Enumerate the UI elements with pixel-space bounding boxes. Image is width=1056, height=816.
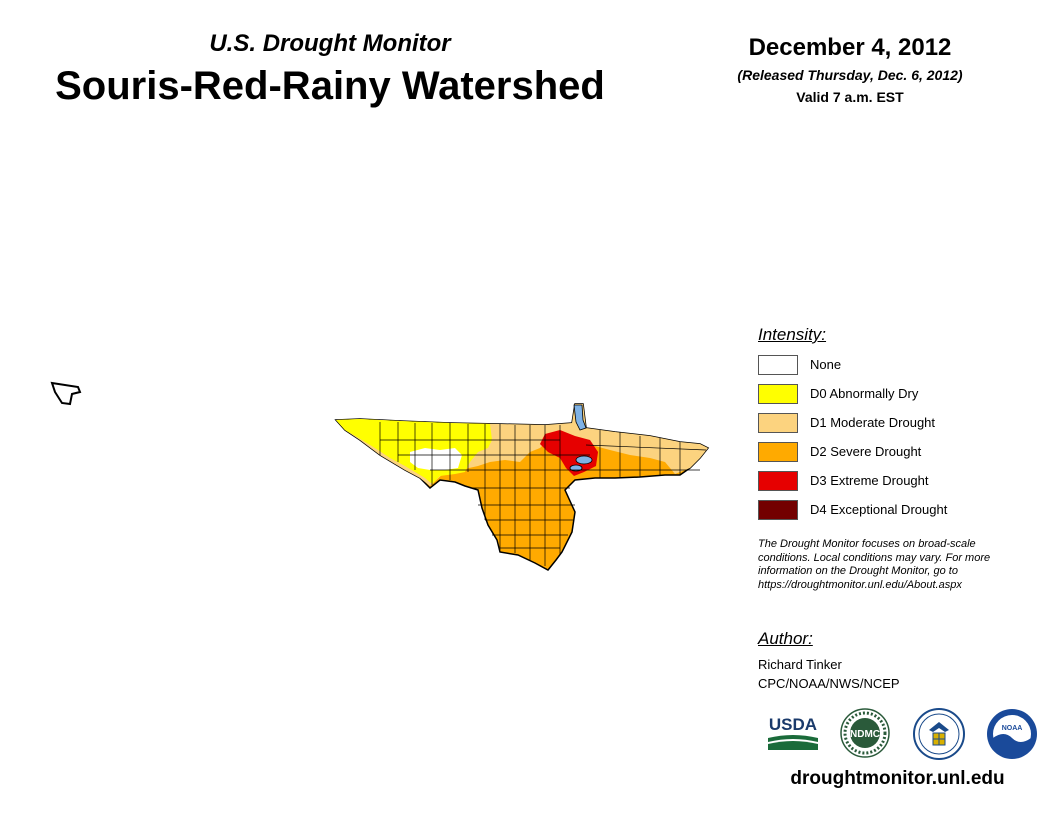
- map-subtitle: U.S. Drought Monitor: [209, 30, 451, 57]
- outlier-region: [50, 381, 82, 406]
- map-date: December 4, 2012: [748, 34, 952, 61]
- website-link[interactable]: droughtmonitor.unl.edu: [790, 768, 1005, 789]
- legend-label: D0 Abnormally Dry: [810, 386, 919, 401]
- drought-map: [50, 381, 710, 571]
- legend-swatch: [758, 384, 798, 404]
- legend-label: D1 Moderate Drought: [810, 415, 936, 430]
- legend-label: D2 Severe Drought: [810, 444, 922, 459]
- d3-extreme-area: [540, 430, 598, 476]
- legend-label: D3 Extreme Drought: [810, 473, 929, 488]
- disclaimer-note: The Drought Monitor focuses on broad-sca…: [758, 538, 1048, 592]
- legend-swatch: [758, 471, 798, 491]
- usda-logo-text: USDA: [769, 715, 817, 734]
- noaa-logo: NOAA: [987, 709, 1037, 759]
- legend-label: None: [810, 357, 842, 372]
- author-org: CPC/NOAA/NWS/NCEP: [758, 676, 900, 691]
- author-heading: Author:: [758, 629, 813, 648]
- legend-swatch: [758, 413, 798, 433]
- author-name: Richard Tinker: [758, 657, 842, 672]
- ndmc-logo-text: NDMC: [850, 729, 880, 740]
- note-link[interactable]: https://droughtmonitor.unl.edu/About.asp…: [758, 578, 962, 591]
- note-line: information on the Drought Monitor, go t…: [758, 565, 958, 577]
- note-line: conditions. Local conditions may vary. F…: [758, 551, 991, 564]
- legend-swatch: [758, 442, 798, 462]
- release-date: (Released Thursday, Dec. 6, 2012): [737, 67, 963, 83]
- note-line: The Drought Monitor focuses on broad-sca…: [758, 538, 976, 550]
- legend-label: D4 Exceptional Drought: [810, 502, 948, 517]
- ndmc-logo: NDMC: [840, 708, 890, 758]
- lake-water: [573, 404, 587, 431]
- legend-swatch: [758, 500, 798, 520]
- commerce-seal-logo: [913, 708, 965, 760]
- usda-logo: USDA: [768, 715, 818, 750]
- legend-heading: Intensity:: [758, 325, 827, 344]
- noaa-logo-text: NOAA: [1002, 725, 1023, 732]
- legend-swatch: [758, 355, 798, 375]
- map-title: Souris-Red-Rainy Watershed: [55, 64, 605, 108]
- county-lines: [379, 422, 707, 566]
- lake-water-2: [575, 455, 593, 465]
- none-pocket: [410, 448, 462, 470]
- valid-time: Valid 7 a.m. EST: [796, 89, 904, 105]
- lake-water-3: [569, 464, 583, 472]
